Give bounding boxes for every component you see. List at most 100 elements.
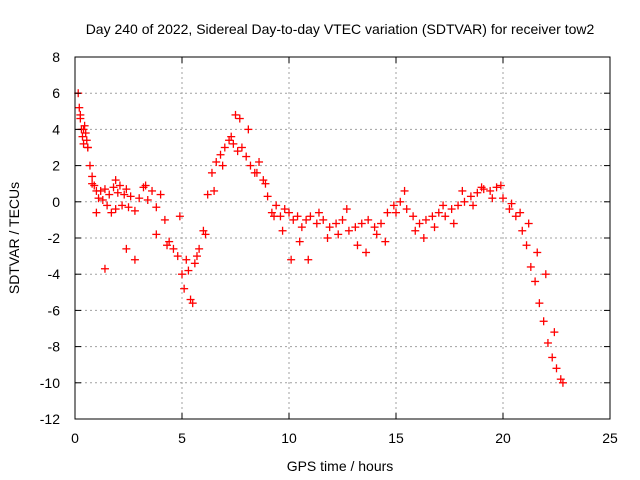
data-point: [334, 230, 343, 239]
y-tick-label: -2: [48, 230, 61, 246]
data-point: [558, 378, 567, 387]
data-point: [357, 219, 366, 228]
data-point: [372, 230, 381, 239]
data-point: [312, 219, 321, 228]
data-point: [88, 172, 97, 181]
data-point: [278, 226, 287, 235]
data-point: [447, 205, 456, 214]
data-point: [173, 252, 182, 261]
data-point: [473, 188, 482, 197]
data-point: [400, 186, 409, 195]
data-point: [235, 114, 244, 123]
data-point: [541, 270, 550, 279]
data-point: [314, 208, 323, 217]
data-point: [152, 230, 161, 239]
data-point: [353, 241, 362, 250]
data-point: [285, 208, 293, 217]
data-point: [507, 199, 516, 208]
data-point: [135, 194, 144, 203]
data-point: [323, 234, 332, 242]
data-point: [449, 219, 458, 228]
data-point: [212, 157, 221, 166]
data-point: [496, 181, 505, 190]
y-tick-label: -6: [48, 302, 61, 318]
data-point: [109, 183, 118, 192]
data-point: [428, 212, 437, 221]
data-point: [143, 195, 152, 204]
data-point: [98, 195, 107, 204]
data-point: [342, 205, 351, 214]
data-point: [113, 188, 122, 197]
data-point: [207, 168, 216, 177]
data-point: [415, 219, 424, 228]
data-point: [92, 208, 101, 217]
data-point: [90, 181, 99, 190]
data-point: [458, 186, 467, 195]
data-point: [409, 212, 418, 221]
x-tick-label: 20: [495, 430, 511, 446]
data-point: [148, 186, 157, 195]
data-point: [141, 181, 150, 190]
data-point: [118, 201, 127, 210]
data-point: [169, 244, 178, 253]
data-point: [96, 186, 105, 195]
data-point: [126, 192, 135, 201]
data-point: [107, 208, 116, 217]
y-tick-label: 8: [52, 49, 60, 65]
data-point: [522, 241, 531, 250]
data-point: [411, 226, 420, 235]
data-point: [430, 223, 439, 232]
y-tick-label: 0: [52, 194, 60, 210]
data-point: [122, 185, 131, 194]
data-point: [543, 338, 552, 347]
data-point: [454, 201, 463, 210]
data-point: [85, 161, 94, 170]
data-point: [188, 299, 197, 308]
x-tick-label: 15: [388, 430, 404, 446]
data-point: [439, 201, 448, 210]
data-point: [421, 215, 430, 224]
data-point: [233, 147, 242, 156]
data-point: [156, 190, 165, 199]
data-point: [124, 203, 133, 212]
data-point: [344, 226, 353, 235]
data-point: [216, 150, 225, 159]
data-point: [180, 284, 189, 293]
data-point: [306, 212, 315, 221]
data-point: [396, 197, 405, 206]
data-point: [225, 136, 234, 145]
chart-title: Day 240 of 2022, Sidereal Day-to-day VTE…: [86, 21, 595, 37]
data-point: [246, 161, 255, 170]
data-point: [362, 248, 371, 257]
data-point: [351, 223, 360, 232]
data-point: [402, 205, 411, 214]
data-point: [165, 237, 174, 246]
data-point: [163, 241, 172, 250]
data-point: [175, 212, 184, 221]
data-point: [552, 364, 561, 373]
data-point: [75, 103, 84, 112]
data-point: [255, 157, 264, 166]
data-point: [231, 110, 240, 119]
data-point: [220, 143, 229, 152]
data-point: [499, 194, 507, 203]
data-point: [195, 244, 204, 253]
data-point: [115, 181, 124, 190]
data-point: [201, 230, 210, 239]
data-point: [304, 255, 313, 264]
data-point: [242, 152, 251, 161]
data-point: [332, 219, 341, 228]
data-point: [516, 208, 525, 217]
data-point: [199, 226, 208, 235]
data-point: [182, 255, 191, 264]
data-point: [237, 143, 246, 152]
data-point: [381, 237, 390, 246]
data-point: [103, 201, 112, 210]
data-point: [338, 215, 347, 224]
data-point: [518, 226, 527, 235]
data-point: [139, 183, 148, 192]
data-point: [531, 277, 540, 286]
data-point: [111, 176, 120, 185]
y-tick-label: -4: [48, 266, 61, 282]
